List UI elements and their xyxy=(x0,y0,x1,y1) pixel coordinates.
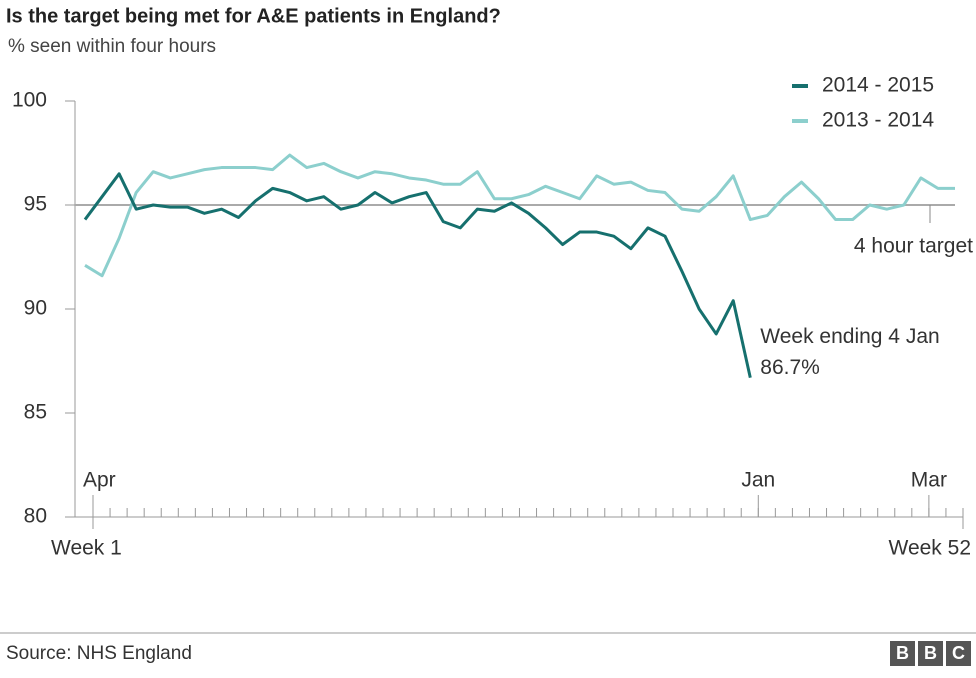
logo-letter: B xyxy=(896,643,909,663)
series-line xyxy=(83,172,752,378)
legend-label: 2014 - 2015 xyxy=(822,74,934,97)
logo-box xyxy=(946,641,971,666)
chart-subtitle: % seen within four hours xyxy=(8,36,216,57)
annotation: Week ending 4 Jan xyxy=(760,325,939,348)
month-label: Apr xyxy=(83,469,116,492)
y-tick-label: 95 xyxy=(24,193,47,216)
series-line xyxy=(84,153,955,278)
logo-letter: B xyxy=(924,643,937,663)
chart-title: Is the target being met for A&E patients… xyxy=(6,5,501,27)
y-tick-label: 85 xyxy=(24,401,47,424)
value-label: 86.7% xyxy=(760,356,820,379)
month-label: Jan xyxy=(741,469,775,492)
target-label: 4 hour target xyxy=(854,235,973,258)
source: Source: NHS England xyxy=(6,643,192,664)
logo-box xyxy=(890,641,915,666)
legend-label: 2013 - 2014 xyxy=(822,109,934,132)
x-tick-label: Week 52 xyxy=(889,537,972,560)
logo-box xyxy=(918,641,943,666)
y-tick-label: 100 xyxy=(12,89,47,112)
y-tick-label: 90 xyxy=(24,297,47,320)
x-tick-label: Week 1 xyxy=(51,537,122,560)
logo-letter: C xyxy=(952,643,965,663)
month-label: Mar xyxy=(911,469,947,492)
y-tick-label: 80 xyxy=(24,505,47,528)
